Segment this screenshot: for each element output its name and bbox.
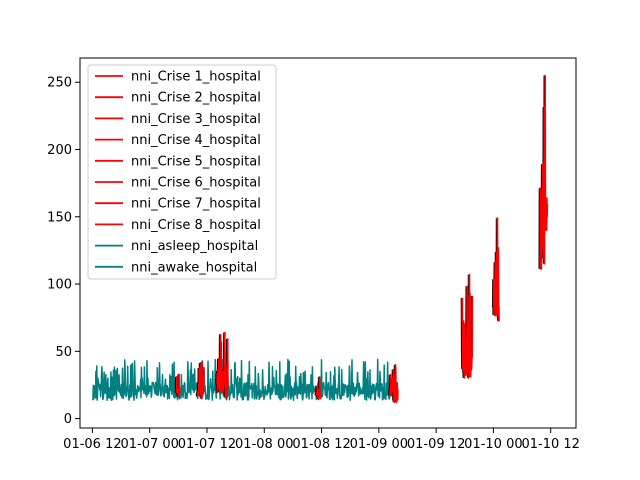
y-tick-label: 50 [55, 345, 72, 360]
legend-label: nni_Crise 3_hospital [131, 112, 261, 127]
legend-label: nni_asleep_hospital [131, 239, 258, 254]
series-crisis-7-line [492, 217, 500, 322]
series-layer [92, 74, 549, 404]
x-tick-label: 01-09 12 [407, 437, 465, 452]
x-tick-label: 01-10 12 [521, 437, 579, 452]
legend-box [87, 64, 277, 280]
series-crisis-1-line [175, 373, 181, 398]
series-baseline-line [92, 358, 392, 402]
legend-label: nni_Crise 4_hospital [131, 133, 261, 148]
y-tick-label: 250 [47, 76, 72, 91]
series-crisis-4-line [315, 376, 322, 401]
x-tick-label: 01-08 00 [235, 437, 293, 452]
legend-label: nni_Crise 6_hospital [131, 176, 261, 191]
x-tick-label: 01-09 00 [350, 437, 408, 452]
legend: nni_Crise 1_hospital nni_Crise 2_hospital… [87, 64, 277, 280]
series-crisis-3-line [216, 331, 229, 399]
x-tick-label: 01-10 00 [464, 437, 522, 452]
x-tick-label: 01-07 12 [178, 437, 236, 452]
legend-label: nni_Crise 1_hospital [131, 70, 261, 85]
y-axis: 0 50 100 150 200 250 [47, 76, 80, 427]
series-crisis-8-line [539, 74, 549, 270]
series-crisis-2-line [196, 361, 205, 400]
legend-label: nni_awake_hospital [131, 260, 257, 275]
x-tick-label: 01-08 12 [292, 437, 350, 452]
legend-label: nni_Crise 7_hospital [131, 197, 261, 212]
series-crisis-5-line [389, 364, 399, 404]
y-tick-label: 150 [47, 210, 72, 225]
legend-label: nni_Crise 8_hospital [131, 218, 261, 233]
y-tick-label: 100 [47, 278, 72, 293]
y-tick-label: 200 [47, 143, 72, 158]
plot-frame [79, 57, 577, 429]
x-tick-label: 01-06 12 [63, 437, 121, 452]
y-tick-label: 0 [64, 412, 72, 427]
legend-label: nni_Crise 5_hospital [131, 154, 261, 169]
x-tick-label: 01-07 00 [120, 437, 178, 452]
series-crisis-6-line [461, 273, 474, 379]
legend-label: nni_Crise 2_hospital [131, 91, 261, 106]
